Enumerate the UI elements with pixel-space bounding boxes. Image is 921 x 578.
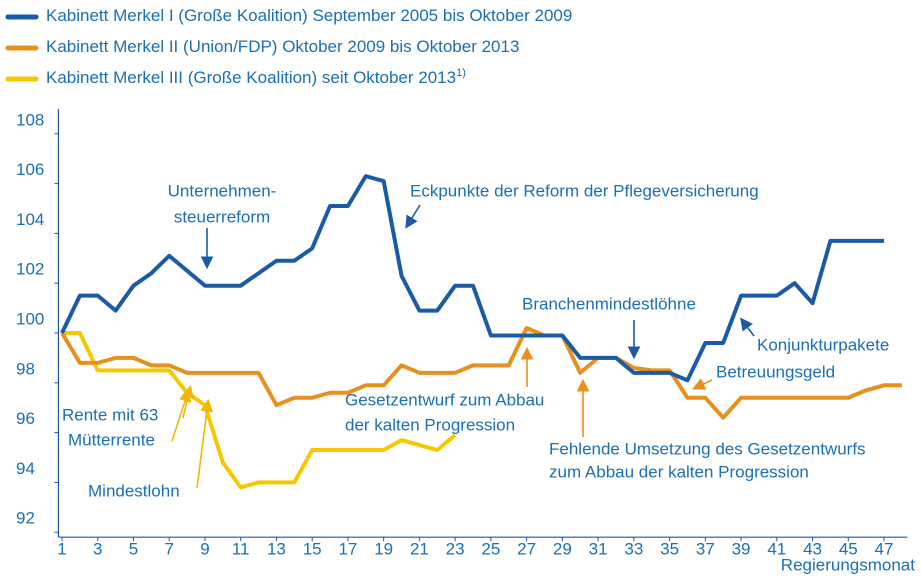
x-tick-label: 9	[200, 539, 209, 558]
annotations: Unternehmen- steuerreform Eckpunkte der …	[62, 181, 889, 500]
annotation: Konjunkturpakete	[757, 335, 889, 354]
annotation: Gesetzentwurf zum Abbau	[345, 390, 544, 409]
arrow	[692, 378, 713, 390]
x-tick-label: 21	[410, 539, 429, 558]
x-tick-label: 37	[696, 539, 715, 558]
annotation: Rente mit 63	[62, 405, 158, 424]
legend-label: Kabinett Merkel I (Große Koalition) Sept…	[46, 6, 572, 25]
arrow	[196, 398, 214, 489]
x-tick-label: 11	[232, 539, 250, 558]
series-line	[60, 174, 885, 383]
annotation: Eckpunkte der Reform der Pflegeversicher…	[410, 181, 759, 200]
annotation: Unternehmen-	[168, 181, 277, 200]
y-tick-label: 94	[16, 459, 35, 478]
x-tick-label: 41	[767, 539, 786, 558]
legend-note: 1)	[456, 67, 466, 79]
annotation: Mindestlohn	[88, 481, 180, 500]
legend-name: Kabinett Merkel I (Große Koalition) Sept…	[46, 6, 572, 25]
annotation: Fehlende Umsetzung des Gesetzentwurfs	[549, 439, 866, 458]
y-tick-label: 92	[16, 509, 35, 528]
x-axis-label: Regierungsmonat	[781, 555, 915, 574]
legend: Kabinett Merkel I (Große Koalition) Sept…	[5, 6, 572, 88]
annotation: steuerreform	[174, 207, 270, 226]
x-tick-label: 31	[589, 539, 608, 558]
x-tick-label: 15	[303, 539, 322, 558]
x-tick-label: 5	[129, 539, 138, 558]
x-tick-label: 33	[624, 539, 643, 558]
legend-name: Kabinett Merkel III (Große Koalition) se…	[46, 68, 456, 87]
x-tick-label: 29	[553, 539, 572, 558]
y-tick-label: 108	[16, 110, 44, 129]
legend-label: Kabinett Merkel III (Große Koalition) se…	[46, 67, 466, 88]
x-tick-label: 43	[803, 539, 822, 558]
x-tick-label: 3	[93, 539, 102, 558]
arrow	[740, 317, 755, 337]
y-tick-label: 96	[16, 409, 35, 428]
arrow	[405, 204, 421, 229]
x-tick-label: 17	[338, 539, 357, 558]
x-tick-label: 25	[481, 539, 500, 558]
x-tick-label: 19	[374, 539, 393, 558]
arrow	[171, 388, 192, 442]
annotation: der kalten Progression	[345, 415, 515, 434]
x-tick-label: 45	[839, 539, 858, 558]
x-tick-label: 27	[517, 539, 536, 558]
y-tick-label: 102	[16, 260, 44, 279]
x-tick-label: 47	[875, 539, 894, 558]
annotation: Branchenmindestlöhne	[522, 294, 696, 313]
x-tick-label: 23	[446, 539, 465, 558]
x-tick-label: 1	[57, 539, 66, 558]
annotation: zum Abbau der kalten Progression	[549, 462, 809, 481]
y-tick-label: 100	[16, 309, 44, 328]
annotation: Mütterrente	[68, 430, 155, 449]
x-tick-label: 35	[660, 539, 679, 558]
annotation: Betreuungsgeld	[716, 362, 835, 381]
lines	[60, 174, 902, 490]
y-tick-label: 104	[16, 210, 44, 229]
legend-label: Kabinett Merkel II (Union/FDP) Oktober 2…	[46, 37, 519, 56]
series-line	[62, 331, 457, 490]
x-tick-label: 39	[732, 539, 751, 558]
x-tick-label: 13	[267, 539, 286, 558]
x-tick-label: 7	[164, 539, 173, 558]
y-tick-label: 98	[16, 359, 35, 378]
legend-name: Kabinett Merkel II (Union/FDP) Oktober 2…	[46, 37, 519, 56]
y-tick-label: 106	[16, 160, 44, 179]
series-line	[60, 326, 902, 420]
